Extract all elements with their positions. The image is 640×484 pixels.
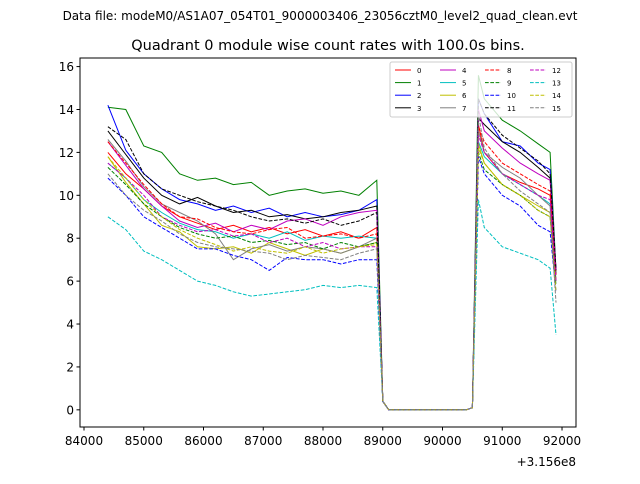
chart-title: Quadrant 0 module wise count rates with … bbox=[131, 38, 525, 54]
x-tick-label: 86000 bbox=[184, 434, 222, 448]
y-tick-label: 4 bbox=[66, 318, 74, 332]
legend-label-9: 9 bbox=[507, 80, 511, 88]
legend-label-1: 1 bbox=[417, 80, 421, 88]
y-tick-label: 10 bbox=[59, 189, 74, 203]
y-axis: 0 2 4 6 8 10 12 14 16 bbox=[59, 60, 80, 417]
series-line-14 bbox=[107, 147, 557, 411]
legend-label-14: 14 bbox=[552, 92, 561, 100]
x-tick-label: 88000 bbox=[304, 434, 342, 448]
series-line-6 bbox=[107, 143, 557, 411]
legend-label-13: 13 bbox=[552, 80, 561, 88]
legend-label-5: 5 bbox=[462, 80, 466, 88]
series-line-7 bbox=[107, 130, 557, 411]
legend-label-4: 4 bbox=[462, 67, 467, 75]
legend-label-0: 0 bbox=[417, 67, 421, 75]
legend-label-2: 2 bbox=[417, 92, 421, 100]
legend-label-3: 3 bbox=[417, 105, 421, 113]
legend-label-7: 7 bbox=[462, 105, 466, 113]
figure-suptitle: Data file: modeM0/AS1A07_054T01_90000034… bbox=[63, 9, 578, 23]
y-tick-label: 16 bbox=[59, 60, 74, 74]
series-line-11 bbox=[107, 98, 557, 411]
series-line-9 bbox=[107, 152, 557, 411]
legend-label-12: 12 bbox=[552, 67, 561, 75]
legend-label-8: 8 bbox=[507, 67, 511, 75]
x-tick-label: 87000 bbox=[244, 434, 282, 448]
series-line-15 bbox=[107, 113, 557, 411]
x-tick-label: 85000 bbox=[125, 434, 163, 448]
y-tick-label: 12 bbox=[59, 146, 74, 160]
series-line-3 bbox=[107, 116, 557, 411]
legend-label-15: 15 bbox=[552, 105, 561, 113]
y-tick-label: 2 bbox=[66, 360, 74, 374]
series-line-10 bbox=[107, 156, 557, 411]
y-tick-label: 14 bbox=[59, 103, 74, 117]
x-tick-label: 91000 bbox=[483, 434, 521, 448]
series-line-2 bbox=[107, 98, 557, 411]
series-line-5 bbox=[107, 141, 557, 411]
series-line-8 bbox=[107, 126, 557, 411]
series-line-13 bbox=[107, 199, 557, 411]
series-line-12 bbox=[107, 135, 557, 411]
series-line-4 bbox=[107, 109, 557, 411]
y-tick-label: 6 bbox=[66, 275, 74, 289]
legend-label-6: 6 bbox=[462, 92, 467, 100]
x-offset-label: +3.156e8 bbox=[517, 455, 576, 469]
legend-label-11: 11 bbox=[507, 105, 516, 113]
x-tick-label: 92000 bbox=[543, 434, 581, 448]
y-tick-label: 8 bbox=[66, 232, 74, 246]
x-axis: 84000 85000 86000 87000 88000 89000 90000 91000… bbox=[65, 427, 581, 448]
y-tick-label: 0 bbox=[66, 403, 74, 417]
series-line-1 bbox=[107, 75, 557, 411]
series-lines bbox=[107, 75, 557, 411]
x-tick-label: 90000 bbox=[423, 434, 461, 448]
x-tick-label: 89000 bbox=[364, 434, 402, 448]
axes-frame bbox=[79, 57, 577, 428]
legend-box bbox=[389, 61, 573, 118]
x-tick-label: 84000 bbox=[65, 434, 103, 448]
legend-label-10: 10 bbox=[507, 92, 516, 100]
